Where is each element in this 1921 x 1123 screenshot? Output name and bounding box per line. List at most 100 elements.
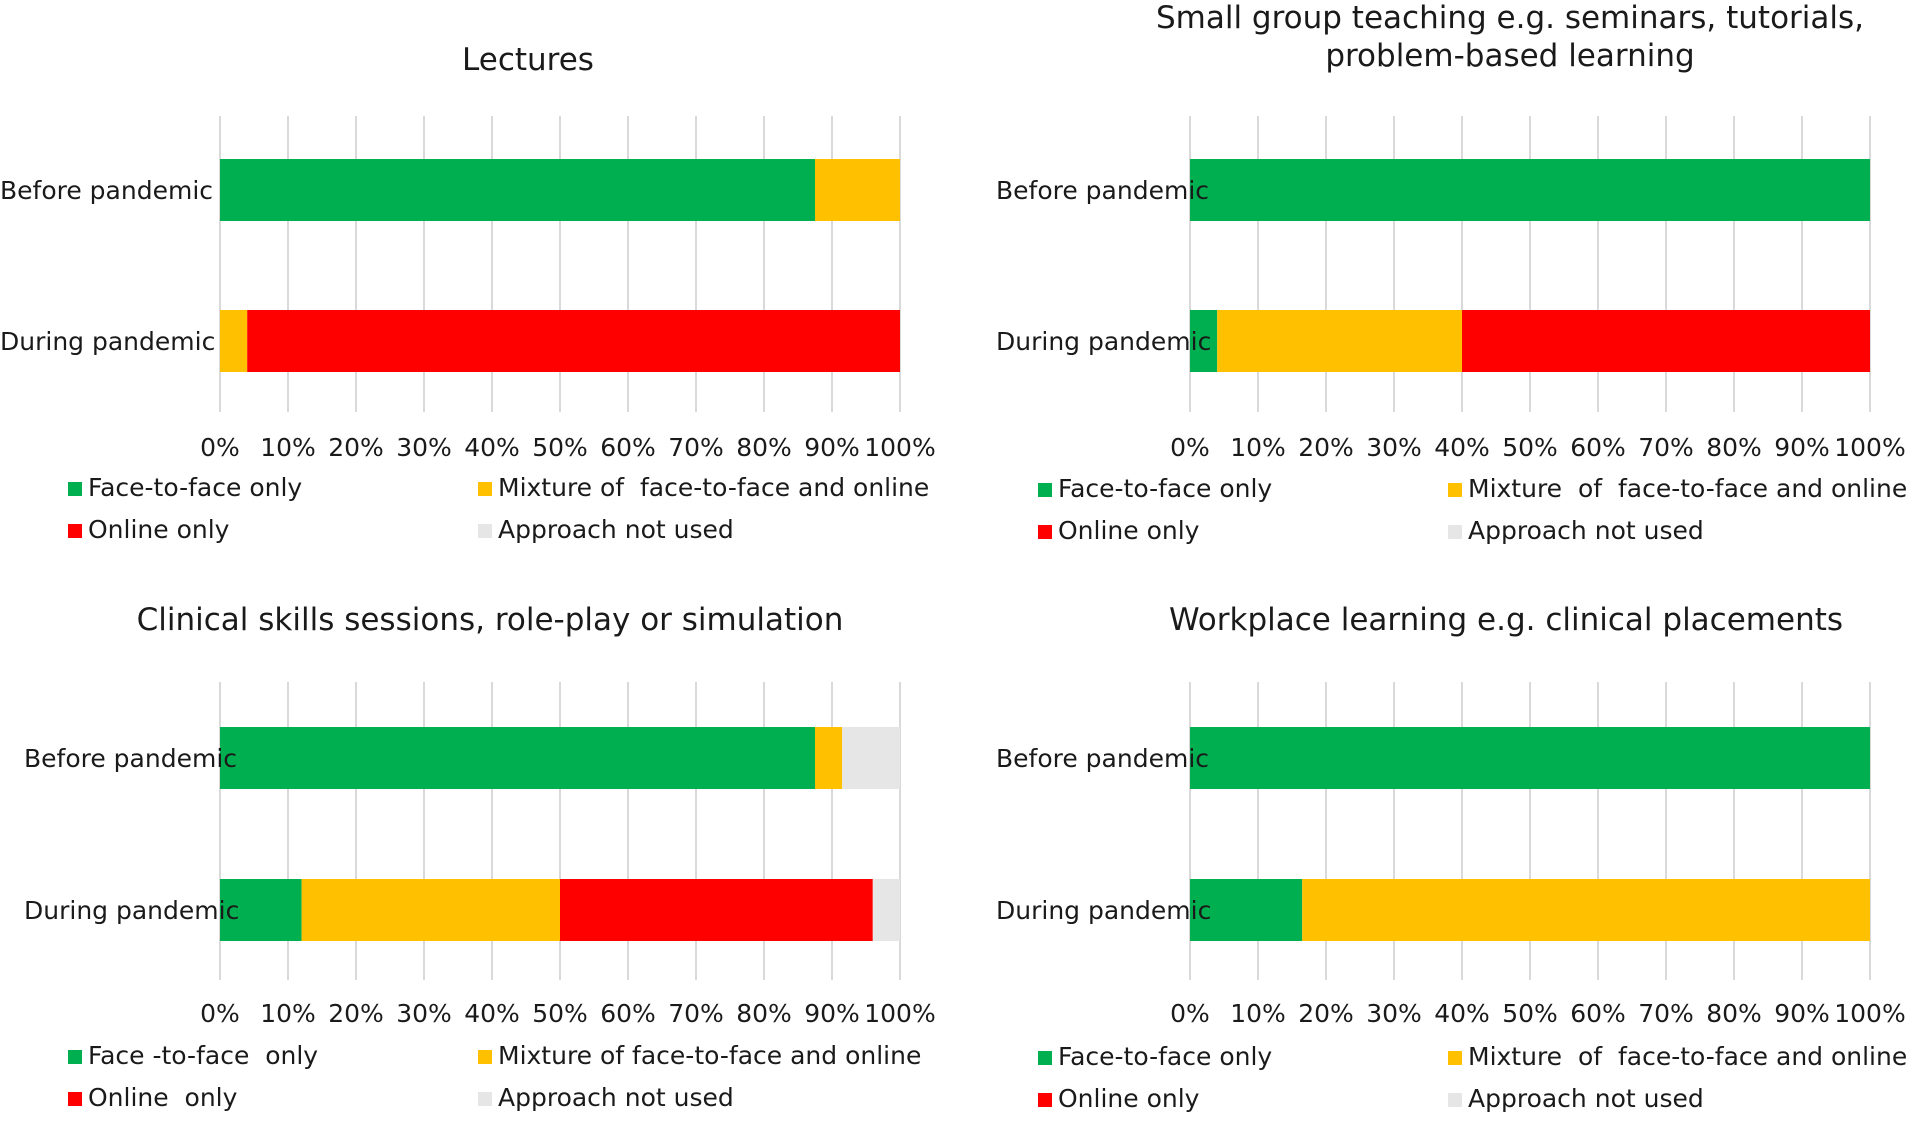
legend-swatch-face xyxy=(1038,483,1052,497)
legend-swatch-mixture xyxy=(478,1050,492,1064)
legend-swatch-mixture xyxy=(1448,1051,1462,1065)
legend-swatch-notused xyxy=(1448,525,1462,539)
tick-label: 50% xyxy=(1502,433,1558,462)
tick-label: 10% xyxy=(1230,999,1286,1028)
tick-label: 20% xyxy=(328,999,384,1028)
tick-label: 70% xyxy=(1638,999,1694,1028)
legend-label-notused: Approach not used xyxy=(498,1083,734,1112)
tick-label: 20% xyxy=(1298,433,1354,462)
legend-swatch-mixture xyxy=(478,482,492,496)
bar-segment-face xyxy=(1190,727,1870,789)
tick-label: 0% xyxy=(1170,433,1210,462)
chart-title: Lectures xyxy=(462,42,594,78)
bar-segment-mixture xyxy=(301,879,560,941)
legend-label-online: Online only xyxy=(88,515,230,544)
tick-label: 30% xyxy=(1366,433,1422,462)
category-label: Before pandemic xyxy=(0,176,213,205)
legend-swatch-notused xyxy=(478,1092,492,1106)
tick-label: 90% xyxy=(804,433,860,462)
bar-segment-mixture xyxy=(1217,310,1462,372)
tick-label: 80% xyxy=(1706,999,1762,1028)
legend-swatch-face xyxy=(68,1050,82,1064)
legend-label-online: Online only xyxy=(1058,516,1200,545)
bar-segment-mixture xyxy=(815,159,900,221)
bar-segment-notused xyxy=(842,727,900,789)
legend-label-notused: Approach not used xyxy=(1468,1084,1704,1113)
tick-label: 50% xyxy=(532,433,588,462)
tick-label: 10% xyxy=(260,433,316,462)
legend-swatch-face xyxy=(68,482,82,496)
category-label: Before pandemic xyxy=(24,744,237,773)
legend-swatch-online xyxy=(68,524,82,538)
chart-small-group: Small group teaching e.g. seminars, tuto… xyxy=(996,0,1907,545)
tick-label: 80% xyxy=(736,433,792,462)
legend-label-notused: Approach not used xyxy=(1468,516,1704,545)
tick-label: 40% xyxy=(464,999,520,1028)
legend-label-online: Online only xyxy=(88,1083,238,1112)
legend-swatch-online xyxy=(1038,1093,1052,1107)
legend-label-mixture: Mixture of face-to-face and online xyxy=(1468,474,1907,503)
chart-panel-workplace: Workplace learning e.g. clinical placeme… xyxy=(960,562,1920,1123)
tick-label: 50% xyxy=(532,999,588,1028)
tick-label: 60% xyxy=(600,999,656,1028)
category-label: During pandemic xyxy=(996,327,1211,356)
tick-label: 70% xyxy=(668,433,724,462)
tick-label: 40% xyxy=(1434,999,1490,1028)
tick-label: 30% xyxy=(1366,999,1422,1028)
tick-label: 10% xyxy=(260,999,316,1028)
chart-clinical-skills: Clinical skills sessions, role-play or s… xyxy=(24,602,936,1112)
tick-label: 70% xyxy=(1638,433,1694,462)
bar-segment-online xyxy=(560,879,873,941)
tick-label: 40% xyxy=(1434,433,1490,462)
chart-title: Clinical skills sessions, role-play or s… xyxy=(137,602,844,638)
tick-label: 0% xyxy=(200,433,240,462)
legend-label-mixture: Mixture of face-to-face and online xyxy=(498,473,929,502)
bar-segment-face xyxy=(220,879,302,941)
chart-title: problem-based learning xyxy=(1325,38,1694,74)
legend-swatch-online xyxy=(68,1092,82,1106)
tick-label: 60% xyxy=(600,433,656,462)
tick-label: 40% xyxy=(464,433,520,462)
category-label: Before pandemic xyxy=(996,744,1209,773)
tick-label: 20% xyxy=(1298,999,1354,1028)
legend-label-mixture: Mixture of face-to-face and online xyxy=(1468,1042,1907,1071)
tick-label: 100% xyxy=(864,433,935,462)
chart-workplace: Workplace learning e.g. clinical placeme… xyxy=(996,602,1907,1113)
bar-segment-online xyxy=(247,310,900,372)
tick-label: 10% xyxy=(1230,433,1286,462)
tick-label: 60% xyxy=(1570,999,1626,1028)
legend-swatch-notused xyxy=(1448,1093,1462,1107)
bar-segment-face xyxy=(1190,159,1870,221)
category-label: During pandemic xyxy=(0,327,215,356)
tick-label: 60% xyxy=(1570,433,1626,462)
bar-segment-face xyxy=(1190,879,1303,941)
category-label: During pandemic xyxy=(996,896,1211,925)
legend-swatch-notused xyxy=(478,524,492,538)
legend-swatch-mixture xyxy=(1448,483,1462,497)
tick-label: 50% xyxy=(1502,999,1558,1028)
legend-swatch-online xyxy=(1038,525,1052,539)
chart-panel-small-group: Small group teaching e.g. seminars, tuto… xyxy=(960,0,1920,561)
chart-title: Workplace learning e.g. clinical placeme… xyxy=(1169,602,1843,638)
bar-segment-face xyxy=(220,727,815,789)
bar-segment-mixture xyxy=(220,310,248,372)
legend-label-notused: Approach not used xyxy=(498,515,734,544)
bar-segment-online xyxy=(1462,310,1870,372)
tick-label: 90% xyxy=(1774,433,1830,462)
bar-segment-face xyxy=(220,159,815,221)
legend-label-mixture: Mixture of face-to-face and online xyxy=(498,1041,921,1070)
tick-label: 100% xyxy=(1834,999,1905,1028)
legend-label-face: Face-to-face only xyxy=(1058,474,1272,503)
tick-label: 100% xyxy=(1834,433,1905,462)
chart-panel-clinical-skills: Clinical skills sessions, role-play or s… xyxy=(0,562,960,1123)
chart-title: Small group teaching e.g. seminars, tuto… xyxy=(1156,0,1864,36)
bar-segment-mixture xyxy=(815,727,843,789)
bar-segment-mixture xyxy=(1302,879,1870,941)
legend-label-face: Face-to-face only xyxy=(88,473,302,502)
chart-lectures: Lectures Before pandemic During pandemic 0%… xyxy=(0,42,936,544)
category-label: Before pandemic xyxy=(996,176,1209,205)
legend-label-face: Face-to-face only xyxy=(1058,1042,1272,1071)
legend-label-online: Online only xyxy=(1058,1084,1200,1113)
bar-segment-face xyxy=(1190,310,1218,372)
tick-label: 70% xyxy=(668,999,724,1028)
